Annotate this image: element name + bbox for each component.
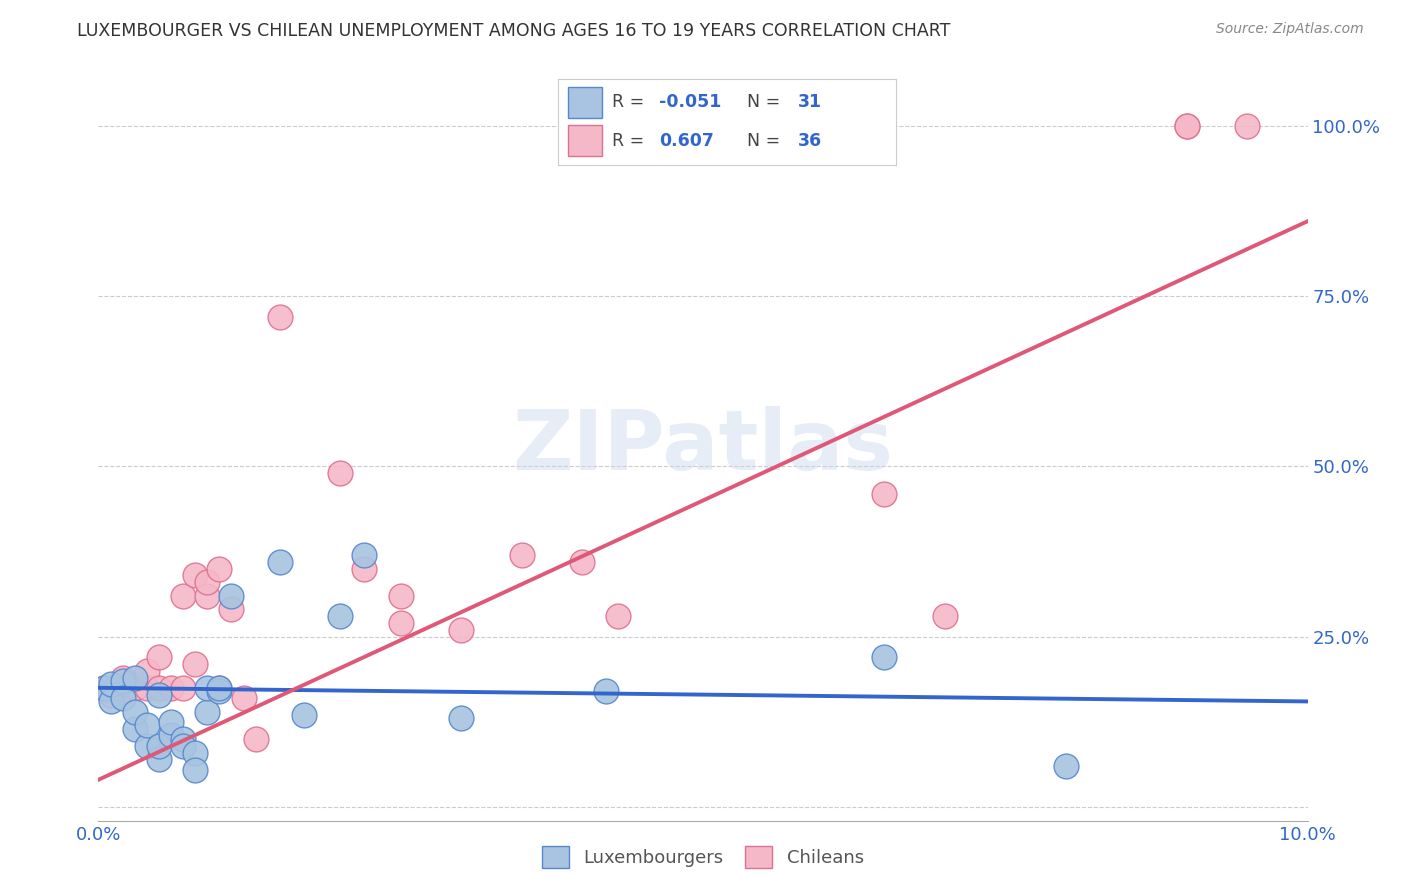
Point xyxy=(184,763,207,777)
Point xyxy=(160,714,183,729)
Point xyxy=(221,602,243,616)
Point xyxy=(111,671,134,685)
Point xyxy=(873,486,896,500)
Point xyxy=(100,694,122,708)
Point xyxy=(269,310,291,324)
Point xyxy=(195,681,218,695)
Point xyxy=(172,739,194,753)
Text: LUXEMBOURGER VS CHILEAN UNEMPLOYMENT AMONG AGES 16 TO 19 YEARS CORRELATION CHART: LUXEMBOURGER VS CHILEAN UNEMPLOYMENT AMO… xyxy=(77,22,950,40)
Point xyxy=(148,688,170,702)
Point xyxy=(93,681,115,695)
Point xyxy=(1175,119,1198,133)
Point xyxy=(389,616,412,631)
Point xyxy=(135,739,157,753)
Point xyxy=(195,705,218,719)
Legend: Luxembourgers, Chileans: Luxembourgers, Chileans xyxy=(534,838,872,875)
Point xyxy=(292,708,315,723)
Point xyxy=(124,671,146,685)
Point xyxy=(571,555,593,569)
Point xyxy=(1236,119,1258,133)
Text: Source: ZipAtlas.com: Source: ZipAtlas.com xyxy=(1216,22,1364,37)
Point xyxy=(510,548,533,562)
Point xyxy=(100,688,122,702)
Point xyxy=(450,711,472,725)
Point xyxy=(195,575,218,590)
Point xyxy=(208,681,231,695)
Point xyxy=(135,664,157,678)
Point xyxy=(450,623,472,637)
Point xyxy=(232,691,254,706)
Point xyxy=(124,705,146,719)
Point xyxy=(208,561,231,575)
Point xyxy=(195,589,218,603)
Point xyxy=(124,681,146,695)
Point xyxy=(595,684,617,698)
Point xyxy=(148,650,170,665)
Point xyxy=(1175,119,1198,133)
Point xyxy=(934,609,956,624)
Point xyxy=(353,548,375,562)
Point xyxy=(221,589,243,603)
Point xyxy=(111,673,134,688)
Point xyxy=(607,609,630,624)
Point xyxy=(172,589,194,603)
Point xyxy=(111,684,134,698)
Point xyxy=(208,684,231,698)
Point xyxy=(93,681,115,695)
Point xyxy=(148,681,170,695)
Point xyxy=(353,561,375,575)
Point xyxy=(184,657,207,671)
Point xyxy=(1054,759,1077,773)
Point xyxy=(148,739,170,753)
Point xyxy=(148,752,170,766)
Point xyxy=(329,609,352,624)
Point xyxy=(208,681,231,695)
Point xyxy=(184,568,207,582)
Point xyxy=(124,722,146,736)
Point xyxy=(111,691,134,706)
Point xyxy=(172,731,194,746)
Point xyxy=(172,681,194,695)
Point xyxy=(135,718,157,732)
Point xyxy=(873,650,896,665)
Point xyxy=(124,681,146,695)
Text: ZIPatlas: ZIPatlas xyxy=(513,406,893,486)
Point xyxy=(329,467,352,481)
Point xyxy=(184,746,207,760)
Point xyxy=(245,731,267,746)
Point xyxy=(160,729,183,743)
Point xyxy=(100,677,122,691)
Point xyxy=(160,681,183,695)
Point xyxy=(269,555,291,569)
Point xyxy=(389,589,412,603)
Point xyxy=(135,681,157,695)
